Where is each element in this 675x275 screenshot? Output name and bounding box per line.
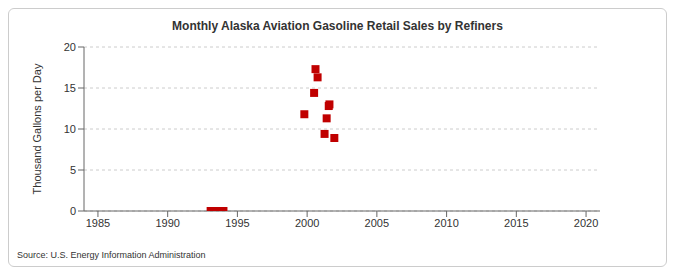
svg-text:0: 0 xyxy=(70,205,76,217)
svg-text:2020: 2020 xyxy=(574,217,598,229)
svg-text:2000: 2000 xyxy=(295,217,319,229)
svg-text:15: 15 xyxy=(64,82,76,94)
svg-text:2015: 2015 xyxy=(504,217,528,229)
svg-text:1990: 1990 xyxy=(155,217,179,229)
svg-text:1985: 1985 xyxy=(86,217,110,229)
html-text:Monthly Alaska Aviation Gasoli: Monthly Alaska Aviation Gasoline Retail … xyxy=(172,19,503,33)
html-text:Source: U.S. Energy Informatio: Source: U.S. Energy Information Administ… xyxy=(17,250,206,260)
svg-text:20: 20 xyxy=(64,41,76,53)
svg-text:2005: 2005 xyxy=(365,217,389,229)
svg-text:2010: 2010 xyxy=(434,217,458,229)
svg-text:Thousand Gallons per Day: Thousand Gallons per Day xyxy=(31,63,43,194)
svg-text:10: 10 xyxy=(64,123,76,135)
svg-text:5: 5 xyxy=(70,164,76,176)
svg-text:1995: 1995 xyxy=(225,217,249,229)
